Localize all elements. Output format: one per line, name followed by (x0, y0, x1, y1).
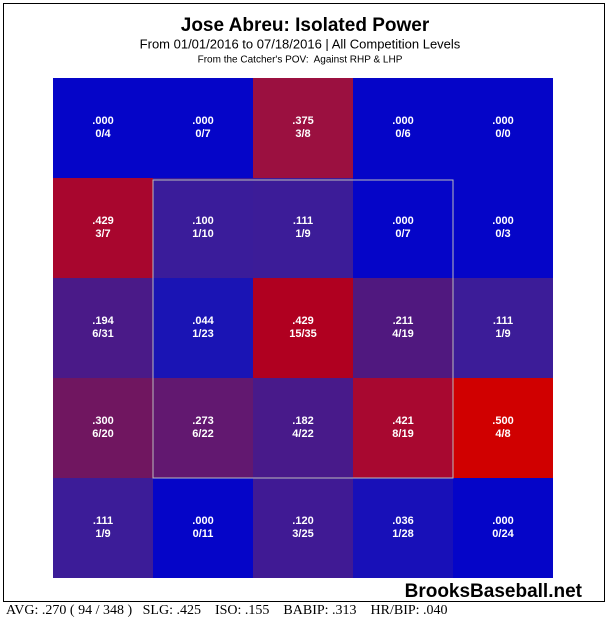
heatmap-cell (53, 378, 153, 478)
cell-count-label: 8/19 (392, 428, 413, 440)
cell-value-label: .211 (393, 315, 414, 327)
cell-count-label: 0/3 (495, 228, 510, 240)
watermark: BrooksBaseball.net (405, 581, 583, 602)
heatmap-cell (53, 278, 153, 378)
heatmap-cell (353, 378, 453, 478)
heatmap-cell (253, 478, 353, 578)
cell-value-label: .273 (192, 415, 213, 427)
heatmap-cell (453, 378, 553, 478)
cell-count-label: 3/8 (295, 128, 310, 140)
cell-count-label: 0/7 (195, 128, 210, 140)
cell-value-label: .182 (292, 415, 313, 427)
heatmap-cell (353, 178, 453, 278)
cell-value-label: .120 (292, 515, 313, 527)
cell-count-label: 4/8 (495, 428, 510, 440)
heatmap: .0000/4.0000/7.3753/8.0000/6.0000/0.4293… (53, 78, 553, 578)
cell-count-label: 3/7 (95, 228, 110, 240)
heatmap-cell (53, 78, 153, 178)
cell-value-label: .111 (493, 315, 513, 327)
cell-count-label: 0/6 (395, 128, 410, 140)
cell-count-label: 1/23 (192, 328, 213, 340)
heatmap-cell (353, 278, 453, 378)
footer-stats: AVG: .270 ( 94 / 348 ) SLG: .425 ISO: .1… (6, 603, 448, 618)
heatmap-cell (53, 178, 153, 278)
heatmap-cell (153, 378, 253, 478)
cell-count-label: 3/25 (292, 528, 313, 540)
cell-count-label: 0/0 (495, 128, 510, 140)
heatmap-cell (153, 278, 253, 378)
cell-count-label: 0/24 (492, 528, 514, 540)
cell-value-label: .000 (192, 515, 213, 527)
cell-count-label: 6/31 (92, 328, 113, 340)
cell-value-label: .375 (292, 115, 313, 127)
cell-value-label: .036 (392, 515, 413, 527)
cell-count-label: 0/11 (193, 528, 214, 540)
cell-value-label: .000 (492, 515, 513, 527)
cell-count-label: 1/9 (495, 328, 510, 340)
cell-count-label: 0/4 (95, 128, 111, 140)
heatmap-cell (153, 178, 253, 278)
cell-value-label: .194 (92, 315, 114, 327)
cell-value-label: .000 (92, 115, 113, 127)
chart-subtitle: From 01/01/2016 to 07/18/2016 | All Comp… (140, 36, 461, 51)
heatmap-cell (453, 478, 553, 578)
heatmap-cell (353, 78, 453, 178)
cell-value-label: .000 (392, 115, 413, 127)
cell-value-label: .111 (93, 515, 113, 527)
cell-count-label: 0/7 (395, 228, 410, 240)
heatmap-cell (53, 478, 153, 578)
cell-value-label: .111 (293, 215, 313, 227)
cell-value-label: .421 (392, 415, 413, 427)
cell-count-label: 4/22 (292, 428, 313, 440)
heatmap-cell (253, 278, 353, 378)
cell-count-label: 1/9 (95, 528, 110, 540)
cell-count-label: 4/19 (392, 328, 413, 340)
heatmap-cell (253, 178, 353, 278)
heatmap-cell (253, 78, 353, 178)
heatmap-cell (453, 78, 553, 178)
cell-value-label: .429 (92, 215, 113, 227)
cell-value-label: .000 (392, 215, 413, 227)
heatmap-cell (353, 478, 453, 578)
cell-value-label: .500 (492, 415, 513, 427)
cell-value-label: .100 (192, 215, 213, 227)
cell-value-label: .044 (192, 315, 214, 327)
chart-note: From the Catcher's POV: Against RHP & LH… (198, 55, 403, 66)
cell-count-label: 1/10 (192, 228, 213, 240)
heatmap-cell (153, 478, 253, 578)
cell-value-label: .429 (292, 315, 313, 327)
cell-value-label: .000 (492, 215, 513, 227)
heatmap-cell (453, 278, 553, 378)
heatmap-cell (453, 178, 553, 278)
cell-value-label: .000 (492, 115, 513, 127)
chart-title: Jose Abreu: Isolated Power (181, 15, 430, 36)
strike-zone (152, 179, 454, 479)
heatmap-cell (253, 378, 353, 478)
cell-count-label: 6/20 (92, 428, 113, 440)
cell-count-label: 1/28 (392, 528, 413, 540)
cell-value-label: .300 (92, 415, 113, 427)
cell-count-label: 1/9 (295, 228, 310, 240)
heatmap-cell (153, 78, 253, 178)
cell-count-label: 15/35 (289, 328, 317, 340)
cell-value-label: .000 (192, 115, 213, 127)
cell-count-label: 6/22 (192, 428, 213, 440)
